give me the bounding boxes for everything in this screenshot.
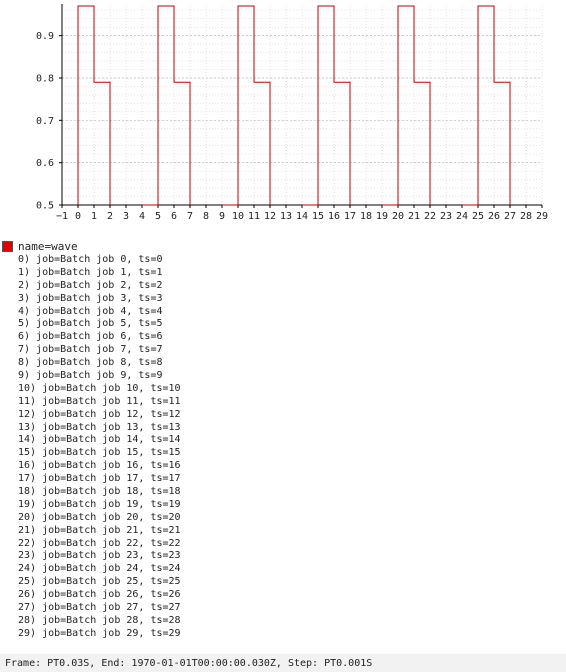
list-item: 5) job=Batch job 5, ts=5 bbox=[18, 318, 181, 331]
x-tick-label: 9 bbox=[219, 211, 225, 222]
x-tick-label: 23 bbox=[440, 211, 452, 222]
x-tick-label: 19 bbox=[376, 211, 388, 222]
footer-status: Frame: PT0.03S, End: 1970-01-01T00:00:00… bbox=[5, 658, 372, 670]
x-tick-label: −1 bbox=[56, 211, 68, 222]
list-item: 10) job=Batch job 10, ts=10 bbox=[18, 383, 181, 396]
list-item: 11) job=Batch job 11, ts=11 bbox=[18, 396, 181, 409]
x-tick-label: 7 bbox=[187, 211, 193, 222]
x-tick-label: 27 bbox=[504, 211, 516, 222]
list-item: 26) job=Batch job 26, ts=26 bbox=[18, 589, 181, 602]
list-item: 25) job=Batch job 25, ts=25 bbox=[18, 576, 181, 589]
x-tick-label: 14 bbox=[296, 211, 308, 222]
x-tick-label: 17 bbox=[344, 211, 356, 222]
y-tick-label: 0.8 bbox=[36, 73, 54, 84]
y-tick-label: 0.7 bbox=[36, 116, 54, 127]
wave-chart: −1 0 1 2 3 4 5 6 7 8 9 10 11 12 13 14 15 16 17 18 19 20 21 22 23… bbox=[0, 0, 566, 236]
list-item: 1) job=Batch job 1, ts=1 bbox=[18, 267, 181, 280]
tick-labels: −1 0 1 2 3 4 5 6 7 8 9 10 11 12 13 14 15 16 17 18 19 20 21 22 23… bbox=[36, 31, 548, 222]
legend-label: name=wave bbox=[18, 240, 78, 253]
grid bbox=[62, 6, 542, 205]
x-tick-label: 16 bbox=[328, 211, 340, 222]
legend-swatch bbox=[2, 241, 13, 252]
x-tick-label: 20 bbox=[392, 211, 404, 222]
y-tick-label: 0.9 bbox=[36, 31, 54, 42]
x-tick-label: 13 bbox=[280, 211, 292, 222]
x-tick-label: 11 bbox=[248, 211, 260, 222]
x-tick-label: 3 bbox=[123, 211, 129, 222]
list-item: 8) job=Batch job 8, ts=8 bbox=[18, 357, 181, 370]
legend-item-wave[interactable]: name=wave bbox=[2, 240, 78, 253]
list-item: 13) job=Batch job 13, ts=13 bbox=[18, 422, 181, 435]
data-row-list: 0) job=Batch job 0, ts=0 1) job=Batch job… bbox=[18, 254, 181, 641]
x-tick-label: 29 bbox=[536, 211, 548, 222]
x-tick-label: 28 bbox=[520, 211, 532, 222]
list-item: 4) job=Batch job 4, ts=4 bbox=[18, 306, 181, 319]
x-tick-label: 5 bbox=[155, 211, 161, 222]
list-item: 6) job=Batch job 6, ts=6 bbox=[18, 331, 181, 344]
list-item: 0) job=Batch job 0, ts=0 bbox=[18, 254, 181, 267]
list-item: 28) job=Batch job 28, ts=28 bbox=[18, 615, 181, 628]
x-tick-label: 26 bbox=[488, 211, 500, 222]
x-tick-label: 2 bbox=[107, 211, 113, 222]
x-tick-label: 10 bbox=[232, 211, 244, 222]
list-item: 7) job=Batch job 7, ts=7 bbox=[18, 344, 181, 357]
x-tick-label: 18 bbox=[360, 211, 372, 222]
list-item: 29) job=Batch job 29, ts=29 bbox=[18, 628, 181, 641]
list-item: 14) job=Batch job 14, ts=14 bbox=[18, 434, 181, 447]
list-item: 12) job=Batch job 12, ts=12 bbox=[18, 409, 181, 422]
list-item: 21) job=Batch job 21, ts=21 bbox=[18, 525, 181, 538]
list-item: 18) job=Batch job 18, ts=18 bbox=[18, 486, 181, 499]
x-tick-label: 0 bbox=[75, 211, 81, 222]
x-tick-label: 1 bbox=[91, 211, 97, 222]
list-item: 22) job=Batch job 22, ts=22 bbox=[18, 538, 181, 551]
x-tick-label: 22 bbox=[424, 211, 436, 222]
list-item: 19) job=Batch job 19, ts=19 bbox=[18, 499, 181, 512]
legend: name=wave bbox=[2, 240, 78, 253]
x-tick-label: 24 bbox=[456, 211, 468, 222]
x-tick-label: 12 bbox=[264, 211, 276, 222]
list-item: 27) job=Batch job 27, ts=27 bbox=[18, 602, 181, 615]
list-item: 24) job=Batch job 24, ts=24 bbox=[18, 563, 181, 576]
list-item: 3) job=Batch job 3, ts=3 bbox=[18, 293, 181, 306]
x-tick-label: 6 bbox=[171, 211, 177, 222]
list-item: 17) job=Batch job 17, ts=17 bbox=[18, 473, 181, 486]
y-tick-label: 0.5 bbox=[36, 201, 54, 212]
x-tick-label: 8 bbox=[203, 211, 209, 222]
y-tick-label: 0.6 bbox=[36, 158, 54, 169]
x-tick-label: 4 bbox=[139, 211, 145, 222]
x-tick-label: 25 bbox=[472, 211, 484, 222]
list-item: 16) job=Batch job 16, ts=16 bbox=[18, 460, 181, 473]
list-item: 20) job=Batch job 20, ts=20 bbox=[18, 512, 181, 525]
x-tick-label: 15 bbox=[312, 211, 324, 222]
list-item: 2) job=Batch job 2, ts=2 bbox=[18, 280, 181, 293]
list-item: 15) job=Batch job 15, ts=15 bbox=[18, 447, 181, 460]
list-item: 9) job=Batch job 9, ts=9 bbox=[18, 370, 181, 383]
list-item: 23) job=Batch job 23, ts=23 bbox=[18, 550, 181, 563]
axes bbox=[59, 4, 542, 208]
x-tick-label: 21 bbox=[408, 211, 420, 222]
